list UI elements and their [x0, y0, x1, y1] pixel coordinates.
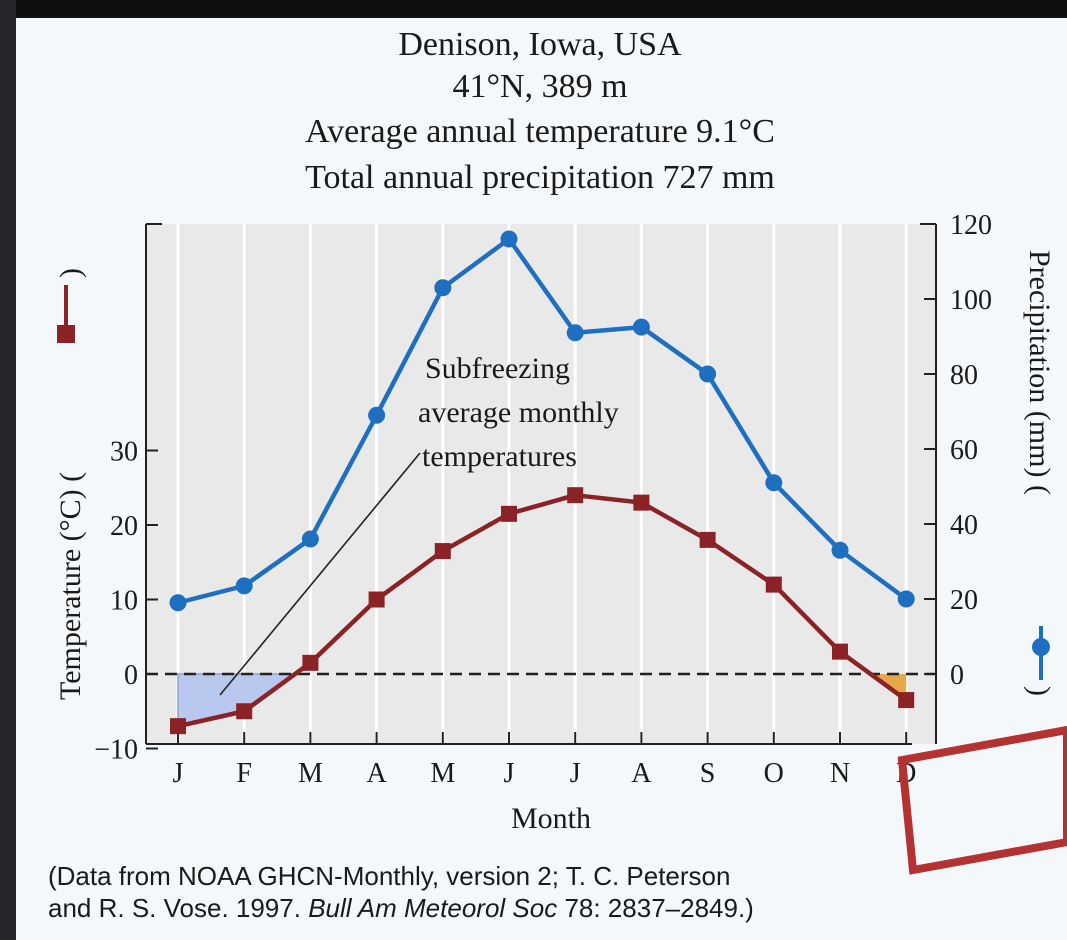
precipitation-point — [765, 474, 783, 492]
precipitation-point — [831, 541, 849, 559]
y-axis-left-paren: ) — [54, 268, 87, 278]
x-tick-label: M — [298, 758, 323, 789]
left-tick-label: 30 — [110, 437, 138, 468]
title-line: 41°N, 389 m — [452, 68, 627, 105]
caption-journal: Bull Am Meteorol Soc — [308, 893, 558, 923]
x-tick-label: J — [173, 758, 184, 789]
precipitation-series-line — [177, 236, 908, 605]
caption-line2a: and R. S. Vose. 1997. — [48, 893, 309, 923]
highlight-box-overlay — [897, 725, 1067, 875]
temperature-point — [302, 654, 319, 671]
title-line: Denison, Iowa, USA — [398, 26, 682, 63]
precipitation-point — [434, 279, 452, 297]
x-axis-label: Month — [511, 802, 591, 835]
temperature-point — [434, 543, 451, 560]
temperature-point — [699, 531, 716, 548]
y-axis-right-label-text: Precipitation (mm) ( — [1023, 250, 1056, 495]
y-axis-right-paren: ) — [1023, 686, 1056, 696]
precipitation-point — [500, 230, 518, 248]
x-tick-label: A — [631, 758, 652, 789]
series-markers — [169, 230, 915, 735]
chart-title: Denison, Iowa, USA 41°N, 389 m Average a… — [305, 26, 775, 196]
left-tick-label: 20 — [110, 511, 138, 542]
right-tick-label: 40 — [950, 510, 978, 541]
caption-line2c: 78: 2837–2849.) — [557, 893, 754, 923]
grid-lines — [176, 224, 908, 744]
annotation-leader-line — [219, 452, 421, 696]
x-tick-label: F — [236, 758, 252, 789]
plot-area — [146, 224, 936, 744]
temperature-point — [567, 487, 584, 504]
right-tick-label: 20 — [950, 585, 978, 616]
temperature-point — [368, 591, 385, 608]
x-tick-label: N — [830, 758, 850, 789]
left-tick-label: 10 — [110, 586, 138, 617]
y-axis-left-label-text: Temperature (°C) ( — [54, 472, 87, 700]
annotation: Subfreezing average monthly temperatures — [219, 352, 619, 696]
window-frame — [0, 0, 16, 940]
right-axis-ticks: 0 20 40 60 80 100 120 — [924, 210, 992, 691]
precipitation-point — [235, 577, 253, 595]
annotation-line: temperatures — [422, 440, 577, 473]
left-tick-label: −10 — [94, 735, 138, 766]
left-tick-label: 0 — [124, 660, 138, 691]
x-tick-label: O — [764, 758, 784, 789]
precipitation-point — [632, 318, 650, 336]
series-lines — [177, 236, 908, 729]
temperature-series-line — [177, 492, 908, 729]
annotation-line: average monthly — [418, 396, 619, 429]
precipitation-point — [897, 590, 915, 608]
right-tick-label: 80 — [950, 360, 978, 391]
precipitation-point — [699, 365, 717, 383]
x-tick-label: A — [366, 758, 387, 789]
precipitation-point — [301, 530, 319, 548]
x-tick-label: J — [570, 758, 581, 789]
left-axis-ticks: −10 0 10 20 30 — [94, 437, 158, 766]
title-line: Total annual precipitation 727 mm — [305, 159, 775, 196]
x-tick-label: J — [504, 758, 515, 789]
precipitation-point — [566, 324, 584, 342]
temperature-point — [236, 703, 253, 720]
right-tick-label: 120 — [950, 210, 992, 241]
temperature-point — [898, 692, 915, 709]
right-tick-label: 60 — [950, 435, 978, 466]
y-axis-left-label: Temperature (°C) ( ) — [54, 268, 87, 700]
temperature-point — [170, 718, 186, 735]
annotation-line: Subfreezing — [425, 352, 570, 385]
source-caption: (Data from NOAA GHCN-Monthly, version 2;… — [48, 860, 1058, 924]
precipitation-point — [169, 594, 187, 612]
y-axis-right-label: Precipitation (mm) ( ) — [1023, 250, 1056, 696]
temperature-point — [765, 576, 782, 593]
temperature-point — [501, 505, 517, 522]
right-tick-label: 0 — [950, 660, 964, 691]
x-tick-label: S — [700, 758, 716, 789]
precip-legend-circle-icon — [1032, 638, 1050, 656]
caption-line1: (Data from NOAA GHCN-Monthly, version 2;… — [48, 861, 731, 891]
temperature-point — [832, 643, 848, 660]
title-line: Average annual temperature 9.1°C — [305, 113, 775, 150]
temperature-legend-square-icon — [57, 325, 75, 343]
precipitation-point — [368, 406, 386, 424]
temperature-point — [633, 494, 650, 511]
right-tick-label: 100 — [950, 285, 992, 316]
x-tick-label: M — [430, 758, 455, 789]
